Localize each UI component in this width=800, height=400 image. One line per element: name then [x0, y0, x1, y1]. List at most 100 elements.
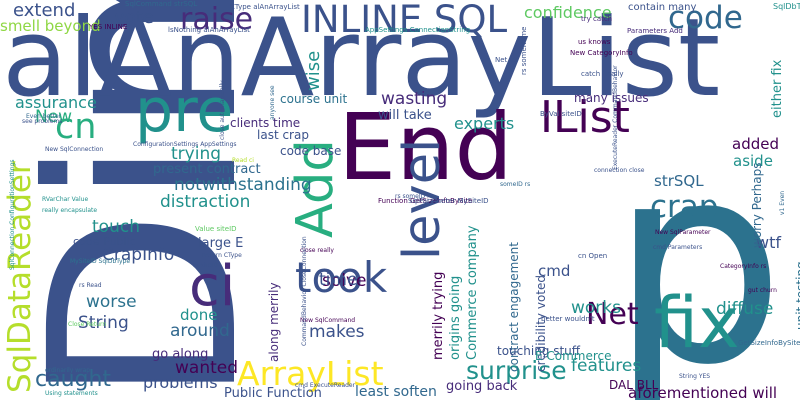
cloud-word: along merrily [267, 282, 281, 362]
cloud-word: E Commerce [535, 349, 612, 363]
cloud-word: features [571, 356, 642, 376]
cloud-word: added [732, 135, 779, 153]
cloud-word: SqlDbType RVarChar [773, 2, 800, 11]
cloud-word: rs siteID [193, 262, 218, 269]
cloud-word: will take [378, 108, 432, 123]
cloud-word: String YES [679, 373, 711, 380]
cloud-word: unit testing [794, 261, 800, 330]
cloud-word: smell beyond [0, 17, 101, 35]
cloud-word: close really [300, 247, 334, 254]
cloud-word: String [78, 313, 129, 333]
cloud-word: diffuse [716, 299, 774, 319]
cloud-word: connection close [594, 167, 645, 174]
cloud-word: New [35, 107, 73, 127]
cloud-word: catch finally [581, 70, 624, 78]
cloud-word: lsNothing alAnArrayList [168, 26, 250, 34]
cloud-word: Parameters Add [627, 27, 683, 35]
cloud-word: either fix [770, 59, 785, 118]
cloud-word: us knows [578, 38, 611, 46]
cloud-word: wasting [381, 89, 448, 109]
cloud-word: Commerce company [465, 225, 480, 360]
cloud-word: confidence [524, 3, 612, 22]
cloud-word: cmd ExecuteReader [295, 382, 356, 389]
cloud-word: cmd Parameters [653, 244, 703, 251]
cloud-word: IList [540, 92, 630, 143]
cloud-word: Using statements [45, 390, 98, 397]
cloud-word: code [668, 0, 743, 36]
cloud-word: CType alAnArrayList [230, 3, 300, 11]
cloud-word: INLINE SQL [301, 0, 508, 41]
cloud-word: last crap [257, 128, 309, 142]
cloud-word: crap [650, 189, 719, 225]
cloud-word: contain many [628, 2, 697, 13]
cloud-word: ci [189, 254, 236, 319]
cloud-word: New CategoryInfo [570, 49, 633, 57]
cloud-word: clients time [230, 116, 301, 130]
cloud-word: large E [198, 236, 244, 251]
cloud-word: New SqlParameter [655, 229, 711, 236]
cloud-word: see problems [22, 118, 63, 125]
cloud-word: ByVal siteID [540, 110, 582, 118]
cloud-word: ExecuteReader CommandBehavior [612, 65, 619, 170]
cloud-word: problems [143, 373, 218, 392]
cloud-word: aforementioned will [628, 384, 778, 400]
cloud-word: notwithstanding [174, 175, 312, 195]
cloud-word: many issues [574, 91, 649, 105]
cloud-word: YES INLINE [89, 23, 128, 31]
cloud-word: rs Read [79, 282, 102, 289]
cloud-word: merrily trying [431, 271, 446, 360]
cloud-word: Close Return [68, 321, 107, 328]
cloud-word: code Public [73, 235, 136, 248]
cloud-word: trying [171, 144, 222, 164]
cloud-word: p [610, 105, 786, 400]
cloud-word: cn Open [578, 252, 608, 260]
cloud-word: Public Function [224, 386, 322, 400]
cloud-word: present contract [153, 162, 261, 177]
cloud-word: Read ci [232, 157, 254, 164]
cloud-word: pre [135, 76, 234, 146]
cloud-word: wise [303, 50, 324, 91]
cloud-word: Function GetSizeInfoBySite [378, 197, 473, 205]
cloud-word: alAnArrayList [2, 0, 721, 121]
cloud-word: RVarChar Value [42, 196, 89, 203]
cloud-word: MySiteID SqlDbType [70, 258, 131, 265]
cloud-word: worse [86, 292, 137, 312]
cloud-word: assurance [15, 93, 97, 112]
cloud-word: surprise [466, 356, 567, 385]
cloud-word: better wouldn't [541, 315, 595, 323]
cloud-word: SqlConnection ConfigurationSettings [9, 159, 16, 270]
cloud-word: course unit [280, 92, 348, 106]
cloud-word: ConfigurationSettings AppSettings [133, 141, 237, 148]
cloud-word: least soften [355, 384, 437, 400]
cloud-word: someID rs [500, 181, 531, 188]
cloud-word: Even better [26, 113, 62, 120]
cloud-word: code base [280, 144, 342, 158]
cloud-word: CommandBehavior CloseConnection [301, 236, 308, 346]
cloud-word: extend [13, 0, 76, 21]
cloud-word: distraction [160, 192, 251, 212]
cloud-word: vote [114, 7, 154, 28]
cloud-word: time [319, 270, 358, 290]
cloud-word: anyone see [269, 85, 276, 120]
cloud-word: touch [92, 217, 140, 237]
cloud-word: really encapsulate [42, 207, 98, 214]
cloud-word: gut churn [748, 287, 777, 294]
cloud-word: DAL BLL [609, 378, 659, 392]
cloud-word: done [180, 306, 218, 324]
cloud-word: try catch [581, 15, 613, 23]
cloud-word: caught [35, 367, 112, 392]
cloud-word: fix [654, 282, 740, 364]
cloud-word: SqlParameter MySiteID [408, 197, 489, 205]
cloud-word: ArrayList [237, 354, 384, 393]
cloud-word: took [295, 253, 388, 302]
cloud-word: Value siteID [195, 225, 237, 233]
cloud-word: ordinarily wrap [45, 367, 91, 374]
cloud-word: strSQL [654, 172, 704, 190]
cloud-word: going back [446, 379, 518, 394]
cloud-word: close automagically [219, 80, 226, 140]
cloud-word: New SqlCommand [300, 317, 356, 324]
cloud-word: touching stuff [497, 344, 581, 358]
cloud-word: AppSettings ConnectionString [365, 26, 471, 34]
cloud-word: Return CType [202, 252, 242, 259]
